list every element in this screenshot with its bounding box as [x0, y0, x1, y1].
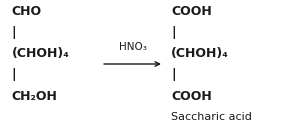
Text: CHO: CHO: [11, 5, 42, 18]
Text: (CHOH)₄: (CHOH)₄: [171, 47, 229, 60]
Text: COOH: COOH: [171, 5, 212, 18]
Text: |: |: [11, 26, 16, 39]
Text: |: |: [11, 68, 16, 81]
Text: HNO₃: HNO₃: [119, 42, 146, 52]
Text: CH₂OH: CH₂OH: [11, 89, 57, 103]
Text: |: |: [171, 68, 176, 81]
Text: COOH: COOH: [171, 89, 212, 103]
Text: |: |: [171, 26, 176, 39]
Text: Saccharic acid: Saccharic acid: [171, 112, 252, 122]
Text: (CHOH)₄: (CHOH)₄: [11, 47, 69, 60]
